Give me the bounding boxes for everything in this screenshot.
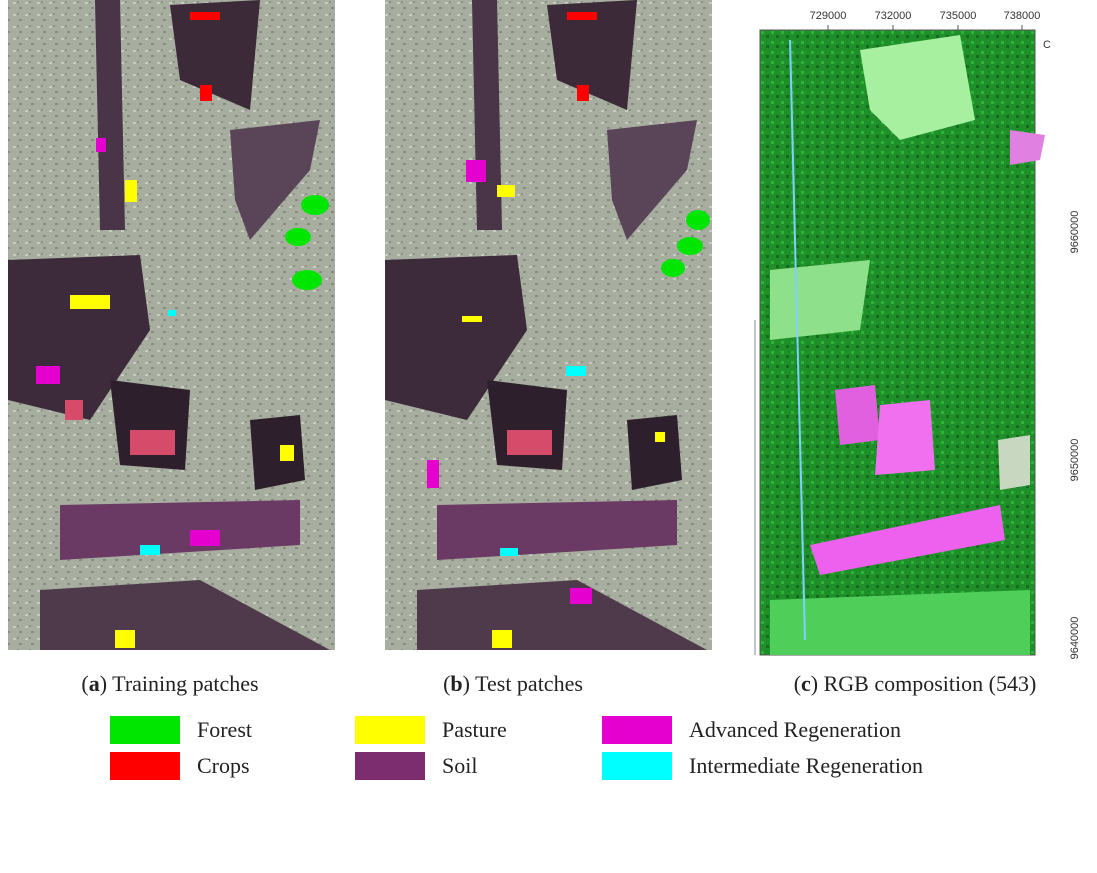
legend: Forest Pasture Advanced Regeneration Crops S…: [110, 716, 923, 780]
y-coord-label: 9650000: [1069, 439, 1081, 482]
caption-part: (: [81, 671, 88, 696]
legend-label: Soil: [442, 753, 477, 778]
legend-swatch: [602, 716, 672, 744]
legend-swatch: [110, 716, 180, 744]
legend-label: Advanced Regeneration: [689, 717, 901, 742]
y-coord-label: 9660000: [1069, 211, 1081, 254]
x-coord-label: 735000: [940, 10, 977, 22]
caption-part: a: [89, 671, 100, 696]
caption-part: b: [450, 671, 462, 696]
legend-label: Intermediate Regeneration: [689, 753, 923, 778]
legend-label: Pasture: [442, 717, 507, 742]
panel-caption: (c) RGB composition (543): [794, 671, 1037, 696]
caption-part: (: [794, 671, 801, 696]
y-coord-label: 9640000: [1069, 617, 1081, 660]
figure: C 729000 732000 735000 738000 9660000 9650000 9…: [0, 0, 1097, 873]
caption-part: c: [801, 671, 811, 696]
caption-part: ) Training patches: [100, 671, 259, 696]
captions: (a) Training patches(b) Test patches(c) …: [81, 671, 1036, 696]
legend-swatch: [110, 752, 180, 780]
corner-label: C: [1043, 39, 1051, 51]
caption-part: (: [443, 671, 450, 696]
legend-swatch: [355, 716, 425, 744]
legend-swatch: [602, 752, 672, 780]
x-coord-label: 738000: [1004, 10, 1041, 22]
legend-label: Crops: [197, 753, 250, 778]
legend-label: Forest: [197, 717, 252, 742]
panel-a-image: [8, 0, 335, 650]
panel-caption: (b) Test patches: [443, 671, 583, 696]
caption-part: ) Test patches: [463, 671, 583, 696]
x-coord-label: 729000: [810, 10, 847, 22]
x-coord-label: 732000: [875, 10, 912, 22]
legend-swatch: [355, 752, 425, 780]
panel-c-image: [755, 30, 1045, 655]
caption-part: ) RGB composition (543): [811, 671, 1037, 696]
panel-b-image: [385, 0, 712, 650]
panel-caption: (a) Training patches: [81, 671, 258, 696]
